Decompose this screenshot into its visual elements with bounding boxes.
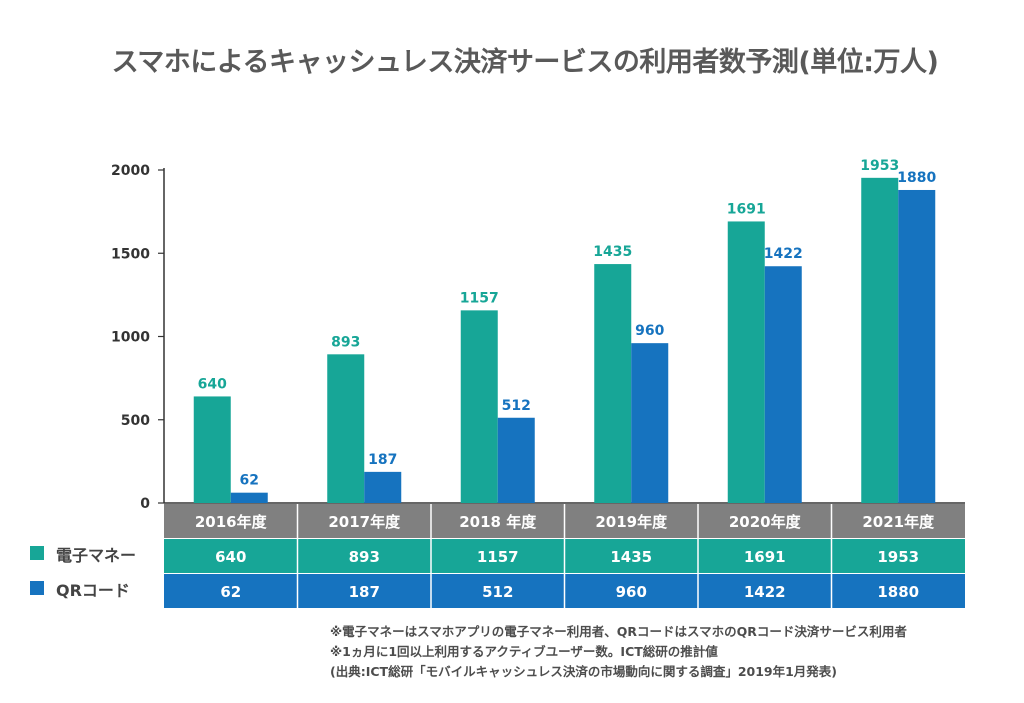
data-label-qr: 187 — [368, 452, 397, 468]
footnote-1: ※電子マネーはスマホアプリの電子マネー利用者、QRコードはスマホのQRコード決済… — [330, 624, 907, 639]
table-cell: 62 — [220, 583, 241, 601]
table-cell: 1953 — [877, 548, 919, 566]
bar-emoney — [727, 221, 765, 504]
legend-swatch-qr — [30, 581, 44, 595]
data-label-qr: 1422 — [764, 246, 803, 262]
table-cell: 1435 — [610, 548, 652, 566]
table-cell: 1157 — [477, 548, 519, 566]
footnotes: ※電子マネーはスマホアプリの電子マネー利用者、QRコードはスマホのQRコード決済… — [330, 622, 1020, 682]
y-tick-label: 2000 — [111, 163, 150, 179]
y-tick-label: 0 — [140, 496, 150, 512]
table-cell: 960 — [616, 583, 647, 601]
bar-qr — [764, 266, 802, 503]
data-label-emoney: 1691 — [727, 201, 766, 217]
table-cell: 893 — [349, 548, 380, 566]
data-label-qr: 512 — [502, 398, 531, 414]
data-label-emoney: 1435 — [593, 244, 632, 260]
table-cell: 1880 — [877, 583, 919, 601]
category-label: 2018 年度 — [459, 513, 537, 531]
data-label-emoney: 1157 — [460, 290, 499, 306]
bar-emoney — [594, 264, 632, 503]
bar-qr — [497, 417, 535, 503]
legend-label-emoney: 電子マネー — [56, 546, 137, 565]
y-tick-label: 1500 — [111, 246, 150, 262]
legend-label-qr: QRコード — [56, 581, 130, 600]
bar-emoney — [193, 396, 231, 503]
footnote-2: ※1ヵ月に1回以上利用するアクティブユーザー数。ICT総研の推計値 — [330, 644, 718, 659]
data-label-emoney: 640 — [198, 376, 227, 392]
bar-qr — [631, 343, 669, 503]
bar-emoney — [327, 354, 365, 503]
data-label-qr: 960 — [635, 323, 664, 339]
y-tick-label: 500 — [121, 413, 150, 429]
data-label-qr: 62 — [240, 473, 259, 489]
table-cell: 187 — [349, 583, 380, 601]
table-cell: 1691 — [744, 548, 786, 566]
category-label: 2019年度 — [595, 513, 668, 531]
footnote-3: (出典:ICT総研「モバイルキャッシュレス決済の市場動向に関する調査」2019年… — [330, 664, 838, 679]
table-cell: 512 — [482, 583, 513, 601]
category-label: 2020年度 — [729, 513, 802, 531]
category-label: 2017年度 — [328, 513, 401, 531]
category-label: 2021年度 — [862, 513, 935, 531]
data-label-emoney: 893 — [331, 334, 360, 350]
bar-qr — [898, 189, 936, 504]
chart-title: スマホによるキャッシュレス決済サービスの利用者数予測(単位:万人) — [111, 47, 939, 78]
category-label: 2016年度 — [195, 513, 268, 531]
bar-qr — [230, 492, 268, 503]
bar-qr — [364, 471, 402, 503]
y-tick-label: 1000 — [111, 330, 150, 346]
bar-emoney — [460, 310, 498, 503]
bar-emoney — [861, 177, 899, 503]
table-cell: 1422 — [744, 583, 786, 601]
table-cell: 640 — [215, 548, 246, 566]
data-label-emoney: 1953 — [860, 158, 899, 174]
legend-swatch-emoney — [30, 546, 44, 560]
data-label-qr: 1880 — [897, 170, 936, 186]
